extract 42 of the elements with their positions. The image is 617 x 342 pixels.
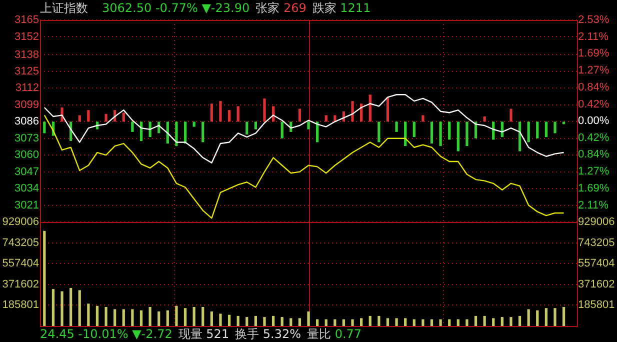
y-tick-label: 3125 [14, 65, 39, 78]
y-tick-label: 3060 [14, 149, 39, 162]
y-tick-label: 3112 [15, 82, 39, 94]
text: 24.45 -10.01% ▼-2.72 [40, 327, 172, 341]
y2-tick-label: 0.42% [578, 98, 610, 110]
y2-tick-label: 185801 [578, 299, 615, 312]
y-tick-label: 743205 [2, 236, 39, 249]
text: 量比 0.77 [307, 327, 362, 341]
y-tick-label: 3099 [14, 98, 39, 111]
chart-title: 上证指数 [40, 1, 88, 15]
y-tick-label: 929006 [2, 216, 39, 228]
y-tick-label: 557404 [2, 258, 39, 270]
y2-tick-label: 2.53% [578, 14, 610, 26]
y2-tick-label: 1.69% [578, 48, 610, 60]
y2-tick-label: 1.27% [578, 64, 610, 76]
y-tick-label: 3073 [14, 132, 39, 144]
y2-tick-label: 2.11% [578, 199, 609, 212]
y2-tick-label: 0.84% [578, 82, 610, 94]
text: 跌家 1211 [312, 1, 371, 15]
y2-tick-label: 1.27% [578, 166, 610, 178]
y2-tick-label: 0.42% [578, 132, 610, 144]
text: 换手 5.32% [235, 327, 302, 341]
y-tick-label: 3152 [14, 30, 39, 43]
y2-tick-label: 557404 [578, 258, 615, 270]
y-tick-label: 185801 [2, 299, 39, 312]
text: 3062.50 -0.77% ▼-23.90 [102, 1, 250, 15]
y2-tick-label: 0.84% [578, 148, 610, 161]
y2-tick-label: 743205 [578, 236, 615, 249]
text: 张家 269 [256, 1, 306, 15]
y-tick-label: 3021 [14, 199, 39, 212]
y2-tick-label: 1.69% [578, 182, 610, 194]
y-tick-label: 371602 [2, 278, 39, 290]
y2-tick-label: 0.00% [578, 115, 610, 128]
y2-tick-label: 371602 [578, 278, 615, 290]
y-tick-label: 3165 [14, 14, 39, 26]
y-tick-label: 3138 [14, 48, 39, 61]
y-tick-label: 3034 [14, 182, 39, 195]
text: 现量 521 [178, 327, 230, 341]
y-tick-label: 3086 [14, 116, 39, 128]
y2-tick-label: 929006 [578, 216, 615, 228]
y-tick-label: 3047 [14, 166, 39, 178]
y2-tick-label: 2.11% [578, 30, 609, 43]
